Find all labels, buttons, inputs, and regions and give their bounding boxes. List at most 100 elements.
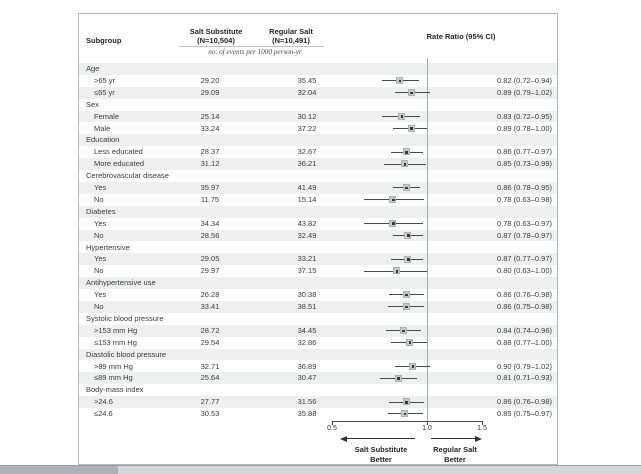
x-axis-tick [427, 421, 428, 425]
point-estimate-dot [405, 293, 408, 297]
group-row: Body-mass index [79, 384, 557, 396]
salt-substitute-value: 28.37 [200, 147, 220, 157]
subgroup-row: Less educated 28.37 32.67 0.86 (0.77–0.97) [79, 146, 557, 158]
point-estimate-marker [396, 77, 404, 85]
point-estimate-marker [389, 219, 397, 227]
salt-substitute-value: 25.64 [200, 373, 220, 383]
group-label: Hypertensive [86, 242, 130, 252]
regular-salt-value: 32.49 [297, 230, 317, 240]
rate-ratio-value: 0.78 (0.63–0.97) [496, 218, 552, 228]
left-direction-label: Salt Substitute Better [331, 445, 431, 464]
reference-line [427, 58, 428, 421]
column-header-salt-substitute: Salt Substitute (N=10,504) [166, 27, 266, 45]
subgroup-label: Yes [94, 183, 107, 192]
point-estimate-marker [402, 398, 410, 406]
point-estimate-dot [402, 329, 405, 333]
salt-substitute-value: 28.72 [200, 325, 220, 335]
salt-substitute-value: 11.75 [200, 194, 220, 204]
salt-substitute-value: 29.09 [200, 87, 220, 97]
rate-ratio-value: 0.89 (0.79–1.02) [496, 87, 552, 97]
subgroup-label: No [94, 194, 104, 204]
point-estimate-dot [410, 91, 413, 95]
group-label: Sex [86, 99, 99, 109]
subgroup-row: ≤89 mm Hg 25.64 30.47 0.81 (0.71–0.93) [79, 372, 557, 384]
subgroup-label: No [94, 230, 104, 240]
subgroup-label: >65 yr [94, 75, 116, 85]
row-band [79, 110, 557, 123]
window-bottom-bar [0, 465, 641, 474]
group-row: Cerebrovascular disease [79, 170, 557, 182]
subgroup-row: Female 25.14 30.12 0.83 (0.72–0.95) [79, 111, 557, 123]
row-band [79, 277, 557, 290]
subgroup-row: >153 mm Hg 28.72 34.45 0.84 (0.74–0.96) [79, 325, 557, 337]
point-estimate-dot [407, 258, 410, 261]
rate-ratio-value: 0.86 (0.76–0.98) [496, 290, 552, 300]
rate-ratio-value: 0.87 (0.77–0.97) [496, 254, 552, 264]
salt-substitute-value: 28.56 [200, 230, 220, 240]
regular-salt-value: 41.49 [297, 183, 317, 192]
subgroup-label: >24.6 [94, 397, 113, 407]
salt-substitute-value: 35.97 [200, 183, 220, 192]
point-estimate-dot [403, 162, 407, 166]
subgroup-row: More educated 31.12 36.21 0.85 (0.73–0.99) [79, 158, 557, 170]
left-arrow-shaft [347, 438, 415, 439]
subgroup-label: No [94, 266, 104, 276]
x-axis-line [332, 421, 483, 422]
subgroup-row: ≤153 mm Hg 29.54 32.86 0.88 (0.77–1.00) [79, 337, 557, 349]
regular-salt-value: 30.12 [297, 111, 317, 121]
row-band [79, 229, 557, 242]
rate-ratio-value: 0.90 (0.79–1.02) [496, 361, 552, 371]
subgroup-label: >89 mm Hg [94, 361, 133, 371]
x-axis-tick [482, 421, 483, 425]
group-row: Systolic blood pressure [79, 313, 557, 325]
row-band [79, 253, 557, 266]
point-estimate-dot [392, 198, 395, 202]
subgroup-row: Yes 34.34 43.82 0.78 (0.63–0.97) [79, 218, 557, 230]
salt-substitute-value: 26.28 [200, 290, 220, 300]
point-estimate-marker [392, 267, 400, 275]
regular-salt-value: 37.22 [297, 123, 317, 133]
x-axis-tick-label: 1.5 [477, 425, 487, 432]
column-header-regular-salt-line1: Regular Salt [269, 27, 313, 36]
subgroup-label: Yes [94, 254, 107, 264]
row-band [79, 158, 557, 171]
group-label: Diabetes [86, 206, 116, 216]
salt-substitute-value: 33.24 [200, 123, 220, 133]
point-estimate-dot [403, 412, 407, 416]
group-row: Diabetes [79, 206, 557, 218]
x-axis-tick-label: 0.5 [327, 425, 337, 432]
subgroup-label: More educated [94, 159, 145, 169]
salt-substitute-value: 30.53 [200, 409, 220, 419]
subgroup-label: ≤89 mm Hg [94, 373, 133, 383]
group-label: Body-mass index [86, 385, 144, 395]
subgroup-row: No 33.41 38.51 0.86 (0.75–0.98) [79, 301, 557, 313]
right-arrow-icon [475, 435, 482, 442]
subgroup-row: Male 33.24 37.22 0.89 (0.78–1.00) [79, 123, 557, 135]
rate-ratio-value: 0.85 (0.75–0.97) [496, 409, 552, 419]
group-label: Diastolic blood pressure [86, 349, 167, 359]
rate-ratio-value: 0.86 (0.76–0.98) [496, 397, 552, 407]
column-header-regular-salt: Regular Salt (N=10,491) [241, 27, 341, 45]
rate-ratio-value: 0.80 (0.63–1.00) [496, 266, 552, 276]
point-estimate-dot [405, 151, 408, 154]
subgroup-row: >24.6 27.77 31.56 0.86 (0.76–0.98) [79, 396, 557, 408]
point-estimate-marker [407, 88, 415, 96]
point-estimate-marker [405, 338, 413, 346]
rate-ratio-value: 0.86 (0.77–0.97) [496, 147, 552, 157]
rate-ratio-value: 0.86 (0.78–0.95) [496, 183, 552, 192]
regular-salt-value: 32.86 [297, 337, 317, 347]
group-row: Sex [79, 99, 557, 111]
subgroup-row: >89 mm Hg 32.71 36.89 0.90 (0.79–1.02) [79, 361, 557, 373]
subgroup-label: ≤153 mm Hg [94, 337, 137, 347]
rate-ratio-value: 0.83 (0.72–0.95) [496, 111, 552, 121]
group-label: Antihypertensive use [86, 278, 156, 288]
column-header-salt-substitute-line1: Salt Substitute [189, 27, 243, 36]
column-header-subgroup: Subgroup [86, 36, 122, 45]
salt-substitute-value: 29.20 [200, 75, 220, 85]
subgroup-row: ≤65 yr 29.09 32.04 0.89 (0.79–1.02) [79, 87, 557, 99]
point-estimate-marker [399, 326, 407, 334]
regular-salt-value: 35.45 [297, 75, 317, 85]
rate-ratio-value: 0.78 (0.63–0.98) [496, 194, 552, 204]
regular-salt-value: 38.51 [297, 302, 317, 311]
point-estimate-marker [401, 160, 409, 168]
